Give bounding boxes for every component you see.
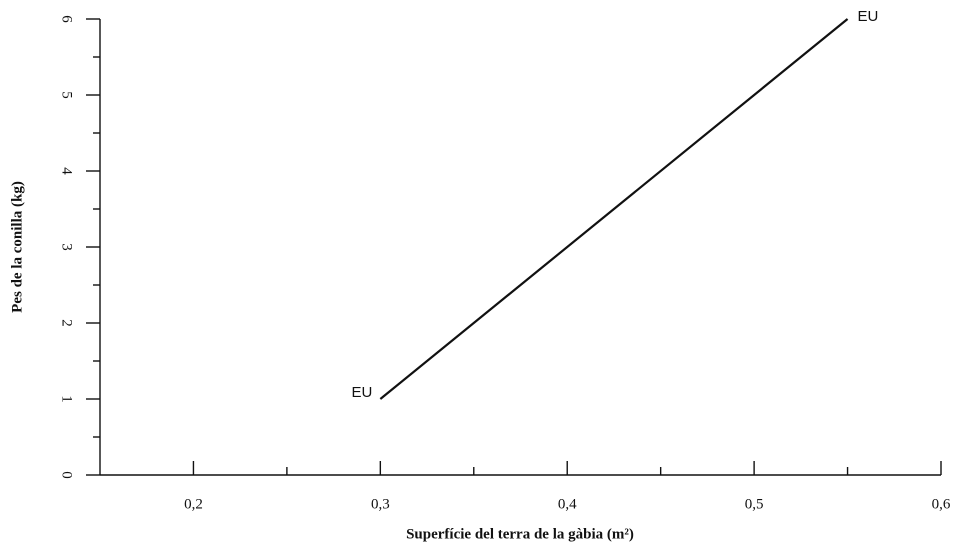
y-tick-label: 1	[59, 395, 75, 403]
x-tick-label: 0,2	[184, 496, 203, 512]
x-tick-label: 0,4	[558, 496, 577, 512]
data-line	[379, 18, 849, 400]
x-tick-label: 0,6	[932, 496, 951, 512]
x-tick-label: 0,5	[745, 496, 764, 512]
y-tick-label: 3	[59, 243, 75, 251]
x-axis-title: Superfície del terra de la gàbia (m²)	[406, 526, 634, 542]
y-tick-label: 0	[59, 471, 75, 479]
y-tick-label: 4	[59, 167, 75, 175]
point-label: EU	[351, 384, 372, 401]
point-label: EU	[858, 8, 879, 25]
x-tick-label: 0,3	[371, 496, 390, 512]
y-tick-label: 5	[59, 91, 75, 99]
y-tick-label: 6	[59, 15, 75, 23]
y-axis-title: Pes de la conilla (kg)	[9, 181, 25, 313]
y-tick-label: 2	[59, 319, 75, 327]
